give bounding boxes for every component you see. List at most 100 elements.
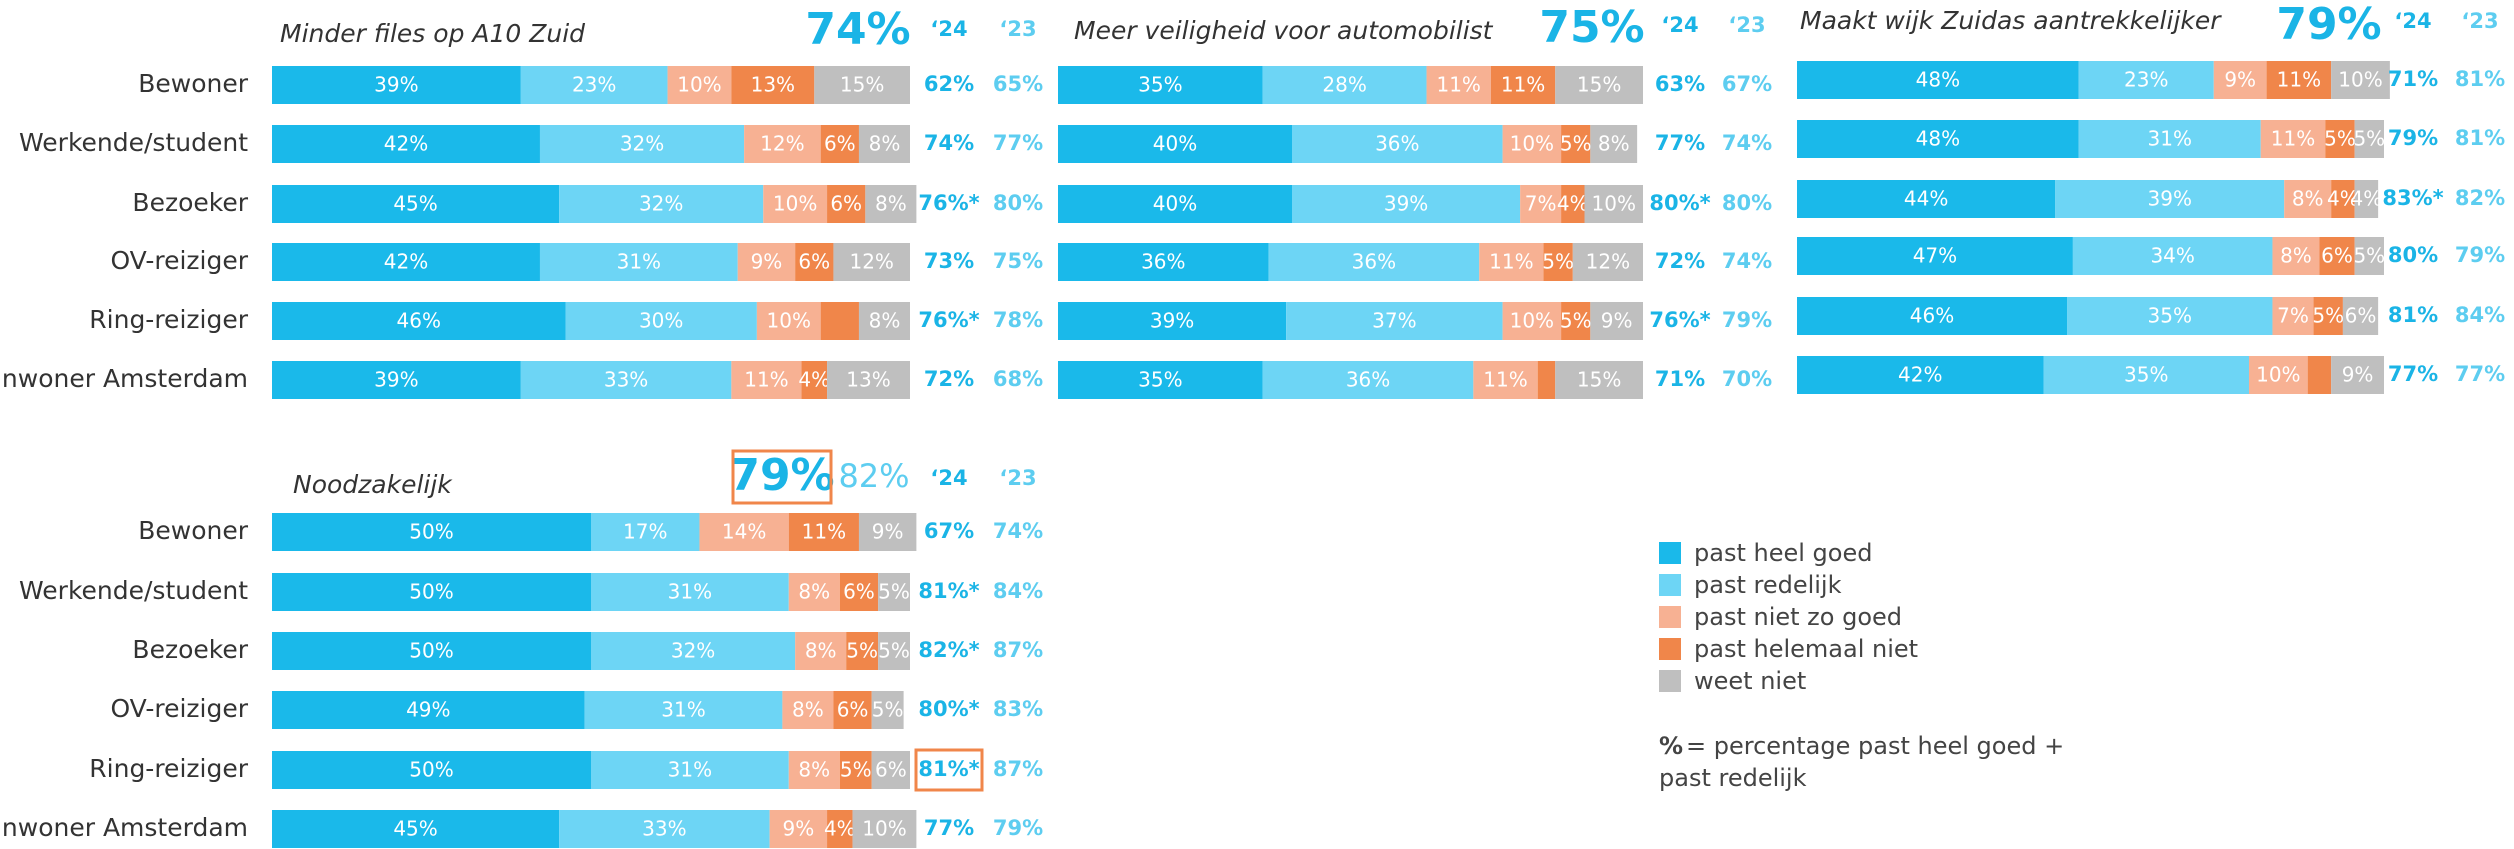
bar-segment [520, 66, 668, 104]
bar-segment [1268, 243, 1480, 281]
bar-segment [272, 302, 566, 340]
total-24: 77% [1655, 131, 1705, 155]
legend-label: past helemaal niet [1694, 635, 1918, 663]
legend-swatch [1659, 670, 1681, 692]
segment-label: 40% [1153, 192, 1197, 216]
bar-segment [272, 125, 540, 163]
segment-label: 8% [798, 758, 830, 782]
panel-title: Minder files op A10 Zuid [280, 19, 585, 48]
total-24: 79% [2388, 126, 2438, 150]
segment-label: 10% [773, 192, 817, 216]
bar-segment [1797, 237, 2073, 275]
segment-label: 42% [384, 250, 428, 274]
segment-label: 13% [751, 73, 795, 97]
bar-segment [731, 66, 815, 104]
bar-segment [591, 513, 700, 551]
overall-value: 74% [805, 4, 910, 55]
segment-label: 8% [2292, 187, 2324, 211]
category-label: Werkende/student [19, 576, 248, 605]
segment-label: 35% [2148, 304, 2192, 328]
total-24: 81%* [918, 757, 979, 781]
bar-segment [846, 632, 879, 670]
total-24: 62% [924, 72, 974, 96]
total-24: 72% [1655, 249, 1705, 273]
segment-label: 9% [2224, 68, 2256, 92]
segment-label: 32% [671, 639, 715, 663]
segment-label: 12% [1586, 250, 1630, 274]
bar-segment [1473, 361, 1538, 399]
segment-label: 10% [767, 309, 811, 333]
segment-label: 48% [1916, 127, 1960, 151]
segment-label: 31% [668, 580, 712, 604]
segment-label: 35% [1138, 73, 1182, 97]
legend-label: past redelijk [1694, 571, 1842, 599]
segment-label: 11% [1436, 73, 1480, 97]
category-label: Inwoner Amsterdam [0, 813, 248, 842]
segment-label: 11% [802, 520, 846, 544]
year-label: ‘24 [930, 17, 967, 41]
segment-label: 31% [2148, 127, 2192, 151]
bar-segment [833, 691, 872, 729]
segment-label: 50% [409, 520, 453, 544]
total-23: 77% [993, 131, 1043, 155]
bar-segment [2248, 356, 2308, 394]
segment-label: 39% [1384, 192, 1428, 216]
bar-segment [539, 125, 745, 163]
year-label: ‘24 [2394, 9, 2431, 33]
legend-swatch [1659, 542, 1681, 564]
category-label: Bezoeker [132, 635, 248, 664]
bar-segment [591, 632, 796, 670]
total-23: 77% [2455, 362, 2505, 386]
segment-label: 7% [2277, 304, 2309, 328]
segment-label: 5% [2353, 244, 2385, 268]
segment-label: 39% [1150, 309, 1194, 333]
bar-segment [2078, 120, 2261, 158]
segment-label: 42% [384, 132, 428, 156]
bar-segment [272, 691, 585, 729]
total-24: 76%* [918, 308, 979, 332]
bar-segment [699, 513, 789, 551]
year-label: ‘23 [2461, 9, 2498, 33]
bar-segment [871, 751, 910, 789]
bar-segment [833, 243, 910, 281]
total-23: 79% [1722, 308, 1772, 332]
segment-label: 5% [2324, 127, 2356, 151]
segment-label: 49% [406, 698, 450, 722]
segment-label: 39% [2148, 187, 2192, 211]
segment-label: 40% [1153, 132, 1197, 156]
year-label: ‘23 [1728, 13, 1765, 37]
bar-segment [1590, 302, 1643, 340]
bar-segment [1590, 125, 1638, 163]
highlight-box [731, 449, 833, 505]
bar-segment [1502, 302, 1562, 340]
category-label: Bewoner [138, 516, 248, 545]
bar-segment [827, 361, 910, 399]
bar-segment [878, 632, 910, 670]
bar-segment [827, 810, 853, 848]
segment-label: 5% [846, 639, 878, 663]
segment-label: 5% [878, 580, 910, 604]
bar-segment [1797, 180, 2056, 218]
segment-label: 8% [869, 309, 901, 333]
bar-segment [591, 573, 789, 611]
bar-segment [1058, 361, 1263, 399]
bar-segment [520, 361, 732, 399]
segment-label: 39% [374, 368, 418, 392]
bar-segment [2342, 297, 2379, 335]
segment-label: 31% [668, 758, 712, 782]
total-23: 79% [993, 816, 1043, 840]
bar-segment [2354, 180, 2379, 218]
category-label: Ring-reiziger [89, 305, 248, 334]
bar-segment [858, 125, 910, 163]
bar-segment [272, 243, 540, 281]
bar-segment [878, 573, 910, 611]
overall-value: 82% [838, 457, 909, 495]
total-24: 76%* [1649, 308, 1710, 332]
segment-label: 6% [2321, 244, 2353, 268]
bar-segment [858, 302, 910, 340]
panel-title: Meer veiligheid voor automobilist [1074, 16, 1494, 45]
bar-segment [756, 302, 821, 340]
segment-label: 9% [1601, 309, 1633, 333]
bar-segment [795, 632, 847, 670]
